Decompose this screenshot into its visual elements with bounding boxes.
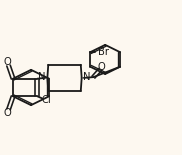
Text: O: O (97, 62, 105, 72)
Text: O: O (4, 57, 11, 67)
Text: N: N (38, 72, 45, 82)
Text: O: O (4, 108, 11, 118)
Text: Cl: Cl (42, 95, 51, 105)
Text: Br: Br (98, 47, 109, 57)
Text: N: N (84, 72, 91, 82)
